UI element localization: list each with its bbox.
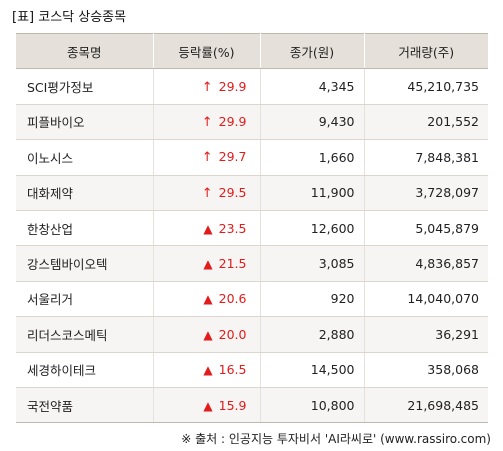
closing-price: 9,430 [260,104,365,141]
trading-volume: 7,848,381 [364,139,488,176]
trading-volume: 4,836,857 [364,245,488,282]
stock-name: 국전약품 [16,387,154,424]
table-row: 서울리거 ▲ 20.6 920 14,040,070 [16,281,488,318]
stock-name: 이노시스 [16,139,154,176]
column-header-name: 종목명 [16,32,154,70]
change-rate-value: 16.5 [218,362,247,378]
stock-name: 한창산업 [16,210,154,247]
up-arrow-icon: ↑ [201,150,213,166]
closing-price: 14,500 [260,352,365,388]
closing-price: 3,085 [260,245,365,282]
trading-volume: 36,291 [364,316,488,353]
change-rate-value: 29.5 [218,184,247,200]
change-rate-cell: ▲ 20.6 [153,281,261,318]
stock-name: 리더스코스메틱 [16,316,154,353]
change-rate-cell: ▲ 15.9 [153,387,261,424]
change-rate-value: 29.7 [218,149,247,165]
trading-volume: 14,040,070 [364,281,488,318]
table-row: 이노시스 ↑ 29.7 1,660 7,848,381 [16,139,488,176]
change-rate-cell: ↑ 29.7 [153,139,261,176]
up-triangle-icon: ▲ [203,221,213,236]
up-arrow-icon: ↑ [201,185,213,201]
closing-price: 11,900 [260,175,365,211]
change-rate-cell: ▲ 16.5 [153,352,261,388]
table-row: 세경하이테크 ▲ 16.5 14,500 358,068 [16,352,488,388]
change-rate-value: 20.6 [218,291,247,307]
trading-volume: 21,698,485 [364,387,488,424]
column-header-volume: 거래량(주) [364,32,488,70]
table-row: 리더스코스메틱 ▲ 20.0 2,880 36,291 [16,316,488,353]
change-rate-value: 29.9 [218,78,247,94]
up-triangle-icon: ▲ [203,327,213,342]
closing-price: 2,880 [260,316,365,353]
change-rate-value: 15.9 [218,397,247,413]
stock-name: SCI평가정보 [16,68,154,105]
up-triangle-icon: ▲ [203,257,213,272]
change-rate-cell: ▲ 21.5 [153,245,261,282]
table-title: [표] 코스닥 상승종목 [12,10,127,25]
column-header-rate: 등락률(%) [153,32,261,70]
closing-price: 4,345 [260,68,365,105]
up-arrow-icon: ↑ [201,79,213,95]
table-row: SCI평가정보 ↑ 29.9 4,345 45,210,735 [16,68,488,105]
up-triangle-icon: ▲ [203,398,213,413]
closing-price: 920 [260,281,365,318]
up-triangle-icon: ▲ [203,292,213,307]
trading-volume: 45,210,735 [364,68,488,105]
change-rate-cell: ↑ 29.9 [153,68,261,105]
table-row: 강스템바이오텍 ▲ 21.5 3,085 4,836,857 [16,245,488,282]
closing-price: 10,800 [260,387,365,424]
stock-name: 피플바이오 [16,104,154,141]
up-triangle-icon: ▲ [203,363,213,378]
stock-table: 종목명 등락률(%) 종가(원) 거래량(주) SCI평가정보 ↑ 29.9 4,34… [16,32,488,424]
up-arrow-icon: ↑ [201,114,213,130]
source-note: ※ 출처 : 인공지능 투자비서 'AI라씨로' (www.rassiro.co… [181,432,491,446]
change-rate-cell: ▲ 23.5 [153,210,261,247]
change-rate-cell: ▲ 20.0 [153,316,261,353]
trading-volume: 5,045,879 [364,210,488,247]
stock-name: 세경하이테크 [16,352,154,388]
table-header-row: 종목명 등락률(%) 종가(원) 거래량(주) [16,32,488,70]
column-header-price: 종가(원) [260,32,365,70]
change-rate-value: 23.5 [218,220,247,236]
table-row: 대화제약 ↑ 29.5 11,900 3,728,097 [16,175,488,211]
stock-name: 강스템바이오텍 [16,245,154,282]
table-row: 한창산업 ▲ 23.5 12,600 5,045,879 [16,210,488,247]
trading-volume: 201,552 [364,104,488,141]
trading-volume: 358,068 [364,352,488,388]
change-rate-cell: ↑ 29.9 [153,104,261,141]
stock-name: 대화제약 [16,175,154,211]
change-rate-value: 21.5 [218,256,247,272]
change-rate-value: 20.0 [218,326,247,342]
stock-name: 서울리거 [16,281,154,318]
table-row: 국전약품 ▲ 15.9 10,800 21,698,485 [16,387,488,424]
change-rate-cell: ↑ 29.5 [153,175,261,211]
closing-price: 1,660 [260,139,365,176]
trading-volume: 3,728,097 [364,175,488,211]
change-rate-value: 29.9 [218,113,247,129]
closing-price: 12,600 [260,210,365,247]
table-row: 피플바이오 ↑ 29.9 9,430 201,552 [16,104,488,141]
